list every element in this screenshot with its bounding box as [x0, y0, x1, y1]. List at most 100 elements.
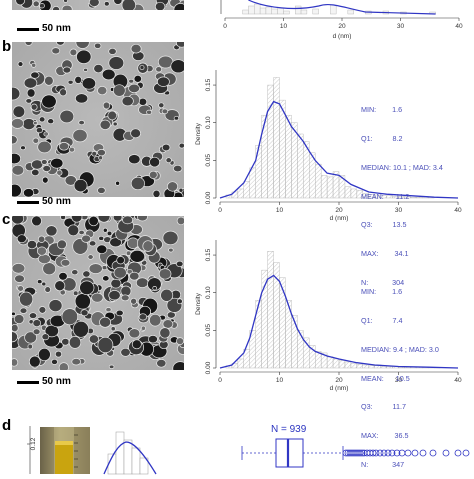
- nanoparticle: [48, 299, 63, 313]
- nanoparticle: [148, 170, 158, 179]
- nanoparticle: [43, 131, 49, 137]
- nanoparticle: [78, 229, 85, 236]
- nanoparticle: [24, 42, 33, 46]
- density-curve: [248, 0, 436, 15]
- nanoparticle: [17, 285, 24, 292]
- nanoparticle: [76, 49, 92, 64]
- x-axis-label: d (nm): [333, 33, 352, 40]
- nanoparticle: [38, 347, 51, 362]
- nanoparticle: [45, 225, 58, 237]
- hist-bar: [300, 9, 308, 15]
- nanoparticle: [162, 319, 174, 329]
- nanoparticle: [56, 239, 67, 250]
- nanoparticle: [176, 42, 184, 48]
- iqr-box: [275, 438, 304, 468]
- scale-bar-b: [17, 201, 39, 204]
- y-tick-label: 0.05: [205, 154, 212, 167]
- y-tick-label: 0.00: [205, 361, 212, 374]
- nanoparticle: [122, 216, 134, 225]
- nanoparticle: [63, 0, 68, 3]
- nanoparticle: [54, 350, 63, 358]
- nanoparticle: [97, 216, 111, 223]
- nanoparticle: [110, 278, 122, 289]
- x-tick-label: 10: [276, 207, 284, 214]
- nanoparticle: [79, 280, 95, 296]
- nanoparticle: [88, 334, 99, 344]
- nanoparticle: [13, 314, 25, 324]
- nanoparticle: [99, 119, 111, 130]
- y-axis-label: Density: [195, 122, 202, 144]
- nanoparticle: [71, 216, 83, 223]
- nanoparticle: [152, 189, 161, 197]
- nanoparticle: [112, 121, 118, 127]
- nanoparticle: [176, 337, 184, 345]
- nanoparticle: [147, 335, 158, 344]
- hist-bar: [285, 114, 292, 199]
- stat-min: MIN: 1.6: [361, 105, 403, 115]
- nanoparticle: [128, 154, 141, 165]
- scale-bar-c: [17, 381, 39, 384]
- nanoparticle: [42, 262, 57, 276]
- nanoparticle: [16, 234, 27, 244]
- hist-bar: [314, 163, 322, 199]
- nanoparticle: [31, 216, 42, 227]
- nanoparticle: [154, 1, 166, 10]
- nanoparticle: [130, 176, 145, 191]
- stat-n: N: 304: [361, 277, 405, 287]
- nanoparticle: [68, 336, 82, 349]
- x-tick-label: 10: [280, 23, 288, 30]
- hist-bar: [294, 5, 302, 15]
- hist-bar: [344, 361, 352, 369]
- nanoparticle: [152, 286, 158, 291]
- scale-bar-a: [17, 28, 39, 31]
- nanoparticle: [50, 157, 64, 169]
- nanoparticle: [37, 140, 52, 154]
- nanoparticle: [23, 188, 35, 197]
- n-count-label: N = 939: [271, 424, 307, 435]
- hist-bar: [237, 188, 244, 199]
- nanoparticle: [67, 224, 80, 237]
- hist-bar: [277, 7, 284, 15]
- nanoparticle: [176, 216, 184, 226]
- nanoparticle: [146, 109, 153, 115]
- hist-bar: [248, 5, 255, 15]
- nanoparticle: [36, 246, 47, 256]
- nanoparticle: [88, 0, 100, 7]
- hist-bar: [283, 10, 290, 15]
- outlier-point: [376, 449, 384, 457]
- nanoparticle: [162, 230, 179, 246]
- nanoparticle: [51, 47, 61, 55]
- nanoparticle: [44, 286, 51, 293]
- nanoparticle: [149, 156, 161, 168]
- nanoparticle: [116, 256, 125, 265]
- nanoparticle: [126, 237, 140, 249]
- nanoparticle: [12, 152, 21, 165]
- nanoparticle: [115, 180, 121, 186]
- nanoparticle: [129, 249, 146, 263]
- hist-bar: [255, 145, 262, 199]
- outlier-point: [393, 449, 401, 457]
- nanoparticle: [113, 0, 123, 5]
- histogram-plot-b: 0.00 0.05 0.10 0.15 0 10 20 30 40 Density d (nm): [195, 70, 462, 222]
- nanoparticle: [147, 277, 162, 292]
- nanoparticle: [71, 269, 79, 276]
- hist-bar: [347, 9, 354, 15]
- y-tick-label: 0.15: [205, 248, 212, 261]
- nanoparticle: [32, 120, 38, 126]
- nanoparticle: [159, 327, 171, 339]
- hist-bar: [265, 6, 272, 15]
- nanoparticle: [97, 186, 106, 194]
- nanoparticle: [176, 298, 183, 305]
- nanoparticle: [61, 308, 79, 326]
- nanoparticle: [39, 3, 45, 9]
- outlier-point: [454, 449, 462, 457]
- outlier-point: [404, 449, 412, 457]
- nanoparticle: [12, 263, 26, 274]
- hist-bar: [242, 9, 249, 15]
- outlier-point: [429, 449, 437, 457]
- panel-label-d: d: [2, 417, 12, 434]
- nanoparticle: [72, 238, 89, 255]
- nanoparticle: [67, 79, 74, 85]
- nanoparticle: [115, 309, 124, 317]
- nanoparticle: [17, 61, 24, 67]
